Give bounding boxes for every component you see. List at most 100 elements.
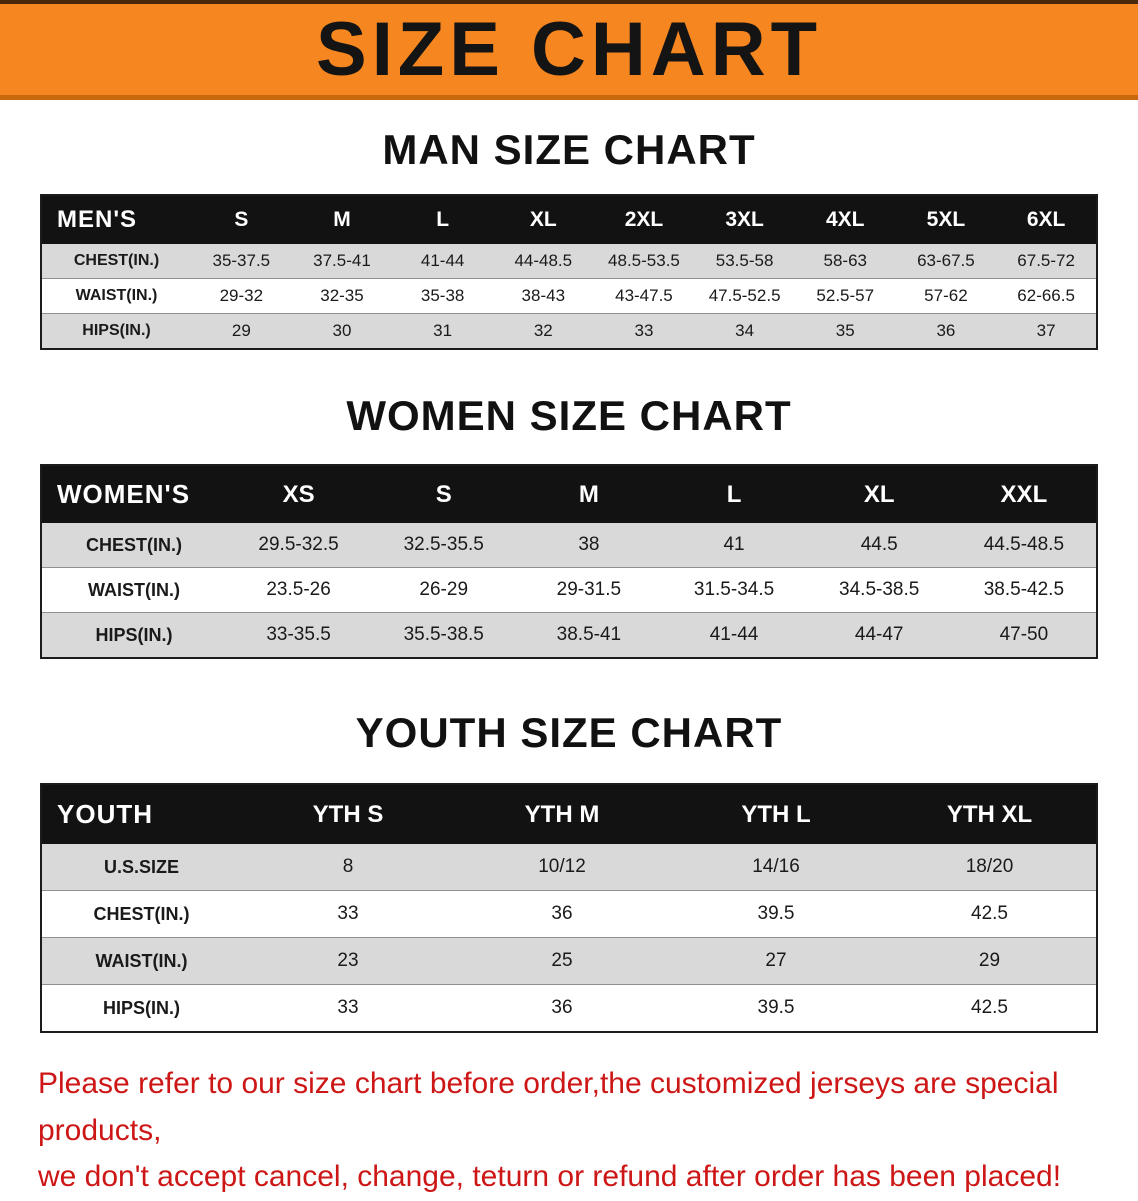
value-cell: 29	[231, 321, 251, 340]
youth-size-chart-section: YOUTH SIZE CHART YOUTH YTH S YTH M YTH L YTH…	[0, 709, 1138, 1033]
value-cell: 36	[936, 321, 956, 340]
value-cell: 67.5-72	[1017, 251, 1075, 270]
size-column-header: 6XL	[1026, 208, 1066, 231]
size-column-header: XS	[282, 480, 315, 508]
size-column-header: XL	[529, 208, 557, 231]
value-cell: 32-35	[320, 286, 364, 305]
table-header-row: YOUTH YTH S YTH M YTH L YTH XL	[41, 784, 1097, 844]
value-cell: 48.5-53.5	[608, 251, 680, 270]
value-cell: 42.5	[971, 903, 1008, 924]
size-column-header: S	[234, 208, 249, 231]
value-cell: 47.5-52.5	[708, 286, 781, 305]
value-cell: 30	[332, 321, 352, 340]
row-label-cell: WAIST(IN.)	[95, 950, 188, 971]
table-row: CHEST(IN.) 33 36 39.5 42.5	[41, 890, 1097, 938]
value-cell: 36	[551, 997, 573, 1018]
value-cell: 33	[337, 997, 359, 1018]
women-size-table: WOMEN'S XS S M L XL XXL CHEST(IN.) 29.5-32.5 32.5…	[40, 464, 1098, 659]
disclaimer-line-1: Please refer to our size chart before or…	[38, 1067, 1059, 1147]
value-cell: 38.5-41	[556, 624, 622, 645]
value-cell: 53.5-58	[715, 251, 774, 270]
value-cell: 39.5	[757, 997, 795, 1018]
youth-size-table: YOUTH YTH S YTH M YTH L YTH XL U.S.SIZE 8 10/12…	[40, 783, 1098, 1033]
value-cell: 39.5	[757, 903, 795, 924]
table-title-cell: MEN'S	[57, 206, 138, 233]
value-cell: 33-35.5	[266, 624, 331, 645]
table-row: WAIST(IN.) 29-32 32-35 35-38 38-43 43-47.5 47.…	[41, 278, 1097, 314]
value-cell: 27	[765, 950, 787, 971]
value-cell: 52.5-57	[816, 286, 875, 305]
value-cell: 37.5-41	[313, 251, 371, 270]
table-row: WAIST(IN.) 23 25 27 29	[41, 937, 1097, 985]
value-cell: 35	[835, 321, 855, 340]
disclaimer-line-2: we don't accept cancel, change, teturn o…	[38, 1160, 1062, 1193]
value-cell: 29.5-32.5	[258, 534, 339, 555]
value-cell: 18/20	[965, 856, 1014, 877]
table-row: CHEST(IN.) 35-37.5 37.5-41 41-44 44-48.5 48.5…	[41, 244, 1097, 279]
row-label-cell: U.S.SIZE	[103, 856, 179, 877]
value-cell: 43-47.5	[615, 286, 673, 305]
value-cell: 38-43	[521, 286, 566, 305]
value-cell: 41-44	[709, 624, 759, 645]
size-column-header: YTH L	[741, 800, 811, 828]
size-column-header: YTH XL	[946, 800, 1033, 828]
value-cell: 23	[337, 950, 359, 971]
women-size-chart-heading: WOMEN SIZE CHART	[346, 392, 792, 439]
size-column-header: XXL	[1000, 480, 1048, 508]
value-cell: 44-48.5	[514, 251, 573, 270]
table-row: WAIST(IN.) 23.5-26 26-29 29-31.5 31.5-34.5 34…	[41, 567, 1097, 613]
disclaimer-note: Please refer to our size chart before or…	[38, 1061, 1114, 1201]
value-cell: 14/16	[752, 856, 800, 877]
table-header-row: WOMEN'S XS S M L XL XXL	[41, 465, 1097, 523]
value-cell: 41-44	[420, 251, 465, 270]
size-column-header: L	[436, 208, 450, 231]
table-row: HIPS(IN.) 33 36 39.5 42.5	[41, 984, 1097, 1032]
value-cell: 29-32	[219, 286, 264, 305]
value-cell: 25	[551, 950, 573, 971]
value-cell: 42.5	[971, 997, 1008, 1018]
value-cell: 34.5-38.5	[839, 579, 920, 600]
value-cell: 33	[337, 903, 359, 924]
value-cell: 35.5-38.5	[403, 624, 484, 645]
value-cell: 8	[342, 856, 354, 877]
table-row: HIPS(IN.) 29 30 31 32 33 34 35 36 37	[41, 313, 1097, 349]
value-cell: 26-29	[419, 579, 469, 600]
size-column-header: 2XL	[624, 208, 664, 231]
value-cell: 36	[551, 903, 573, 924]
row-label-cell: CHEST(IN.)	[93, 903, 190, 924]
value-cell: 35-37.5	[212, 251, 271, 270]
size-column-header: M	[578, 480, 599, 508]
table-title-cell: WOMEN'S	[57, 479, 191, 509]
youth-size-chart-heading: YOUTH SIZE CHART	[355, 709, 783, 756]
size-column-header: 5XL	[926, 208, 966, 231]
value-cell: 34	[735, 321, 755, 340]
table-row: CHEST(IN.) 29.5-32.5 32.5-35.5 38 41 44.5 44.5…	[41, 523, 1097, 568]
row-label-cell: WAIST(IN.)	[75, 287, 158, 304]
row-label-cell: CHEST(IN.)	[86, 534, 182, 555]
value-cell: 35-38	[420, 286, 465, 305]
value-cell: 31.5-34.5	[693, 579, 775, 600]
value-cell: 44.5	[860, 534, 898, 555]
value-cell: 63-67.5	[917, 251, 975, 270]
value-cell: 29	[978, 950, 1001, 971]
men-size-table: MEN'S S M L XL 2XL 3XL 4XL 5XL 6XL CHEST(IN.) 35-37…	[40, 194, 1098, 350]
value-cell: 44.5-48.5	[983, 534, 1065, 555]
table-row: HIPS(IN.) 33-35.5 35.5-38.5 38.5-41 41-44 44-…	[41, 612, 1097, 658]
value-cell: 32.5-35.5	[403, 534, 484, 555]
value-cell: 37	[1036, 321, 1056, 340]
row-label-cell: CHEST(IN.)	[73, 252, 160, 269]
row-label-cell: WAIST(IN.)	[88, 579, 180, 600]
size-column-header: 4XL	[826, 208, 865, 231]
value-cell: 58-63	[823, 251, 867, 270]
size-column-header: S	[435, 480, 452, 508]
size-column-header: L	[726, 480, 742, 508]
value-cell: 33	[634, 321, 654, 340]
value-cell: 29-31.5	[556, 579, 622, 600]
women-size-chart-section: WOMEN SIZE CHART WOMEN'S XS S M L XL XXL CHEST(…	[0, 392, 1138, 659]
man-size-chart-section: MAN SIZE CHART MEN'S S M L XL 2XL 3XL 4XL 5XL 6XL…	[0, 126, 1138, 350]
size-column-header: M	[333, 208, 351, 231]
size-column-header: 3XL	[725, 208, 764, 231]
size-column-header: XL	[863, 480, 895, 508]
value-cell: 44-47	[854, 624, 904, 645]
